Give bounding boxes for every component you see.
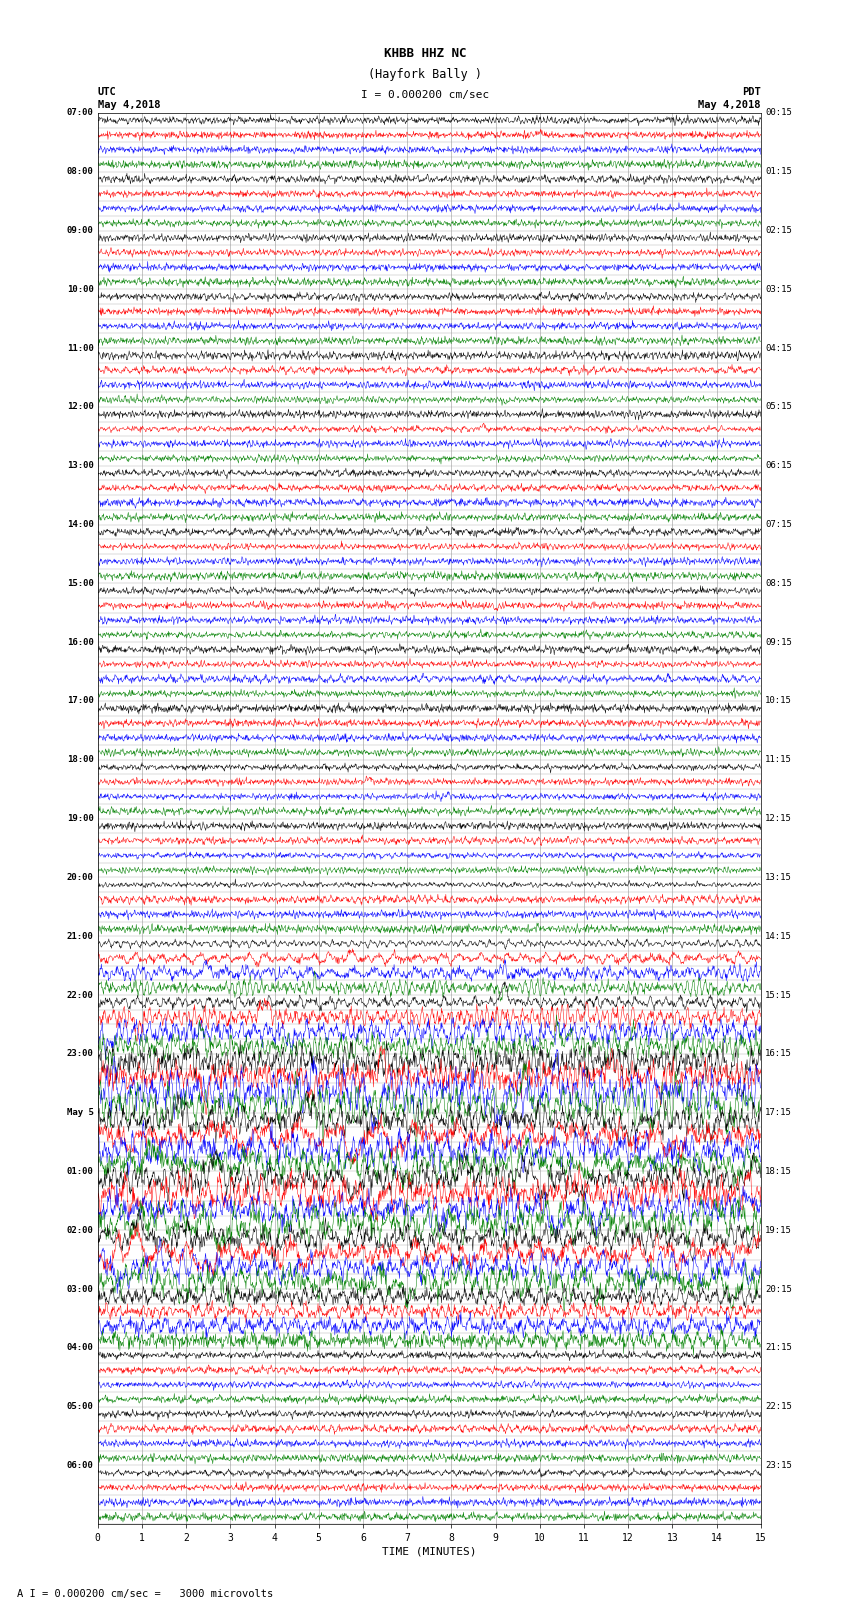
Text: May 4,2018: May 4,2018 bbox=[98, 100, 161, 110]
Text: 14:15: 14:15 bbox=[765, 932, 792, 940]
Text: May 4,2018: May 4,2018 bbox=[698, 100, 761, 110]
Text: 13:00: 13:00 bbox=[66, 461, 94, 471]
Text: 19:00: 19:00 bbox=[66, 815, 94, 823]
Text: 16:00: 16:00 bbox=[66, 637, 94, 647]
Text: 03:15: 03:15 bbox=[765, 286, 792, 294]
Text: 14:00: 14:00 bbox=[66, 519, 94, 529]
Text: 15:00: 15:00 bbox=[66, 579, 94, 587]
Text: 11:15: 11:15 bbox=[765, 755, 792, 765]
Text: 04:00: 04:00 bbox=[66, 1344, 94, 1352]
Text: KHBB HHZ NC: KHBB HHZ NC bbox=[383, 47, 467, 60]
Text: 01:00: 01:00 bbox=[66, 1166, 94, 1176]
Text: 08:15: 08:15 bbox=[765, 579, 792, 587]
Text: 17:00: 17:00 bbox=[66, 697, 94, 705]
Text: 05:15: 05:15 bbox=[765, 403, 792, 411]
Text: 22:15: 22:15 bbox=[765, 1402, 792, 1411]
Text: 07:15: 07:15 bbox=[765, 519, 792, 529]
Text: 23:00: 23:00 bbox=[66, 1050, 94, 1058]
Text: 20:00: 20:00 bbox=[66, 873, 94, 882]
Text: 03:00: 03:00 bbox=[66, 1284, 94, 1294]
Text: 15:15: 15:15 bbox=[765, 990, 792, 1000]
Text: 20:15: 20:15 bbox=[765, 1284, 792, 1294]
Text: May 5: May 5 bbox=[66, 1108, 94, 1118]
Text: 10:00: 10:00 bbox=[66, 286, 94, 294]
Text: 18:15: 18:15 bbox=[765, 1166, 792, 1176]
Text: A I = 0.000200 cm/sec =   3000 microvolts: A I = 0.000200 cm/sec = 3000 microvolts bbox=[17, 1589, 273, 1598]
Text: 16:15: 16:15 bbox=[765, 1050, 792, 1058]
Text: I = 0.000200 cm/sec: I = 0.000200 cm/sec bbox=[361, 90, 489, 100]
Text: 18:00: 18:00 bbox=[66, 755, 94, 765]
Text: 07:00: 07:00 bbox=[66, 108, 94, 118]
Text: 04:15: 04:15 bbox=[765, 344, 792, 353]
Text: 00:15: 00:15 bbox=[765, 108, 792, 118]
Text: 09:00: 09:00 bbox=[66, 226, 94, 235]
Text: 13:15: 13:15 bbox=[765, 873, 792, 882]
Text: 06:15: 06:15 bbox=[765, 461, 792, 471]
Text: 05:00: 05:00 bbox=[66, 1402, 94, 1411]
Text: 22:00: 22:00 bbox=[66, 990, 94, 1000]
X-axis label: TIME (MINUTES): TIME (MINUTES) bbox=[382, 1547, 477, 1557]
Text: 08:00: 08:00 bbox=[66, 168, 94, 176]
Text: 06:00: 06:00 bbox=[66, 1461, 94, 1469]
Text: 21:00: 21:00 bbox=[66, 932, 94, 940]
Text: 19:15: 19:15 bbox=[765, 1226, 792, 1234]
Text: (Hayfork Bally ): (Hayfork Bally ) bbox=[368, 68, 482, 81]
Text: UTC: UTC bbox=[98, 87, 116, 97]
Text: 21:15: 21:15 bbox=[765, 1344, 792, 1352]
Text: 01:15: 01:15 bbox=[765, 168, 792, 176]
Text: 23:15: 23:15 bbox=[765, 1461, 792, 1469]
Text: 12:00: 12:00 bbox=[66, 403, 94, 411]
Text: PDT: PDT bbox=[742, 87, 761, 97]
Text: 17:15: 17:15 bbox=[765, 1108, 792, 1118]
Text: 11:00: 11:00 bbox=[66, 344, 94, 353]
Text: 09:15: 09:15 bbox=[765, 637, 792, 647]
Text: 12:15: 12:15 bbox=[765, 815, 792, 823]
Text: 02:15: 02:15 bbox=[765, 226, 792, 235]
Text: 10:15: 10:15 bbox=[765, 697, 792, 705]
Text: 02:00: 02:00 bbox=[66, 1226, 94, 1234]
